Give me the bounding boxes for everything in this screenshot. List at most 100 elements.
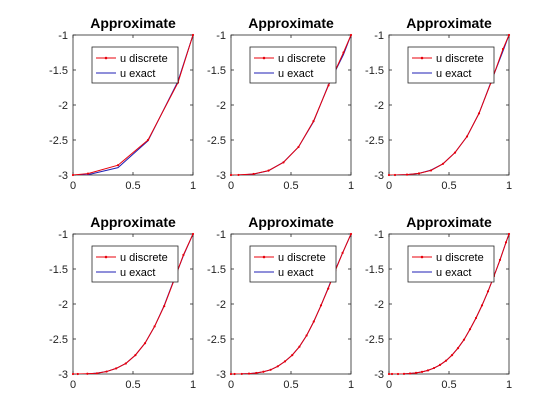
y-tick-label: -2.5 — [49, 135, 68, 147]
marker-u-discrete — [255, 371, 258, 375]
marker-u-discrete — [76, 372, 79, 376]
legend-label-u-discrete: u discrete — [436, 252, 484, 264]
y-tick-label: -2 — [58, 100, 68, 112]
marker-u-discrete — [312, 320, 315, 323]
legend-label-u-exact: u exact — [278, 267, 313, 279]
marker-u-discrete — [247, 372, 251, 375]
marker-u-discrete — [393, 173, 397, 177]
x-tick-label: 0 — [70, 180, 76, 192]
marker-u-discrete — [252, 172, 255, 176]
marker-u-discrete — [477, 112, 481, 115]
marker-u-discrete — [182, 253, 185, 257]
marker-u-discrete — [134, 354, 137, 357]
subplot-title: Approximate — [248, 214, 334, 230]
marker-u-discrete — [267, 169, 270, 172]
legend-label-u-discrete: u discrete — [278, 53, 326, 65]
marker-u-discrete — [456, 347, 460, 350]
marker-u-discrete — [86, 172, 90, 175]
legend-label-u-discrete: u discrete — [120, 252, 168, 264]
marker-u-discrete — [465, 135, 469, 138]
marker-u-discrete — [501, 47, 505, 51]
x-tick-label: 0 — [386, 180, 392, 192]
series-line-u-discrete — [389, 234, 509, 374]
y-tick-label: -2.5 — [207, 334, 226, 346]
marker-u-discrete — [342, 51, 345, 54]
marker-u-discrete — [504, 241, 508, 244]
legend-label-u-exact: u exact — [120, 68, 155, 80]
x-tick-label: 0 — [386, 379, 392, 391]
marker-u-discrete — [71, 372, 75, 376]
subplot-title: Approximate — [248, 15, 334, 31]
y-tick-label: -2 — [374, 100, 384, 112]
subplot-title: Approximate — [406, 214, 492, 230]
marker-u-discrete — [420, 370, 424, 373]
marker-u-discrete — [450, 354, 454, 357]
marker-u-discrete — [462, 338, 466, 341]
legend-marker-u-discrete — [104, 56, 108, 60]
x-tick-label: 0 — [70, 379, 76, 391]
marker-u-discrete — [408, 372, 412, 375]
subplot-title: Approximate — [90, 15, 176, 31]
marker-u-discrete — [468, 328, 472, 331]
y-tick-label: -2 — [216, 299, 226, 311]
x-tick-label: 1 — [190, 180, 196, 192]
y-tick-label: -3 — [58, 369, 68, 381]
marker-u-discrete — [453, 151, 457, 154]
marker-u-discrete — [282, 161, 285, 164]
legend-box — [91, 245, 179, 283]
x-tick-label: 0.5 — [125, 379, 140, 391]
legend: u discrete u exact — [407, 245, 495, 283]
marker-u-discrete — [71, 173, 75, 177]
legend-box — [249, 46, 337, 84]
marker-u-discrete — [441, 162, 445, 165]
y-tick-label: -2.5 — [207, 135, 226, 147]
subplot-6: Approximate -3 -2.5 -2 -1.5 -1 0 0.5 1 u discrete… — [365, 214, 512, 391]
marker-u-discrete — [402, 372, 406, 375]
x-tick-label: 1 — [348, 180, 354, 192]
y-tick-label: -2 — [374, 299, 384, 311]
marker-u-discrete — [283, 360, 287, 363]
legend-box — [407, 245, 495, 283]
series-line-u-discrete — [73, 35, 193, 175]
y-tick-label: -1.5 — [49, 65, 68, 77]
marker-u-discrete — [229, 173, 233, 177]
marker-u-discrete — [390, 372, 394, 376]
x-tick-label: 1 — [348, 379, 354, 391]
legend-box — [407, 46, 495, 84]
marker-u-discrete — [387, 372, 391, 376]
x-tick-label: 0 — [228, 180, 234, 192]
y-tick-label: -2 — [216, 100, 226, 112]
y-tick-label: -1.5 — [207, 65, 226, 77]
marker-u-discrete — [237, 173, 240, 177]
subplot-1: Approximate -3 -2.5 -2 -1.5 -1 0 0.5 1 u discrete… — [49, 15, 196, 192]
marker-u-discrete — [429, 169, 433, 172]
y-tick-label: -1 — [374, 229, 384, 241]
marker-u-discrete — [297, 145, 300, 149]
marker-u-discrete — [507, 232, 511, 236]
legend: u discrete u exact — [249, 245, 337, 283]
marker-u-discrete — [486, 290, 490, 293]
marker-u-discrete — [480, 304, 484, 307]
y-tick-label: -1 — [58, 30, 68, 42]
x-tick-label: 0 — [228, 379, 234, 391]
series-line-u-discrete — [231, 234, 351, 374]
x-tick-label: 1 — [190, 379, 196, 391]
series-line-u-discrete — [73, 234, 193, 374]
marker-u-discrete — [474, 316, 478, 320]
legend-label-u-exact: u exact — [278, 68, 313, 80]
legend-marker-u-discrete — [262, 56, 266, 60]
marker-u-discrete — [414, 371, 418, 374]
x-tick-label: 1 — [506, 180, 512, 192]
legend-label-u-exact: u exact — [436, 68, 471, 80]
subplot-3: Approximate -3 -2.5 -2 -1.5 -1 0 0.5 1 u discrete… — [365, 15, 512, 192]
legend-marker-u-discrete — [104, 255, 108, 259]
legend-box — [249, 245, 337, 283]
marker-u-discrete — [438, 363, 442, 366]
marker-u-discrete — [163, 305, 166, 308]
marker-u-discrete — [291, 354, 294, 357]
marker-u-discrete — [444, 359, 448, 362]
x-tick-label: 0.5 — [283, 379, 298, 391]
marker-u-discrete — [146, 138, 150, 142]
y-tick-label: -1.5 — [49, 264, 68, 276]
marker-u-discrete — [387, 173, 391, 177]
